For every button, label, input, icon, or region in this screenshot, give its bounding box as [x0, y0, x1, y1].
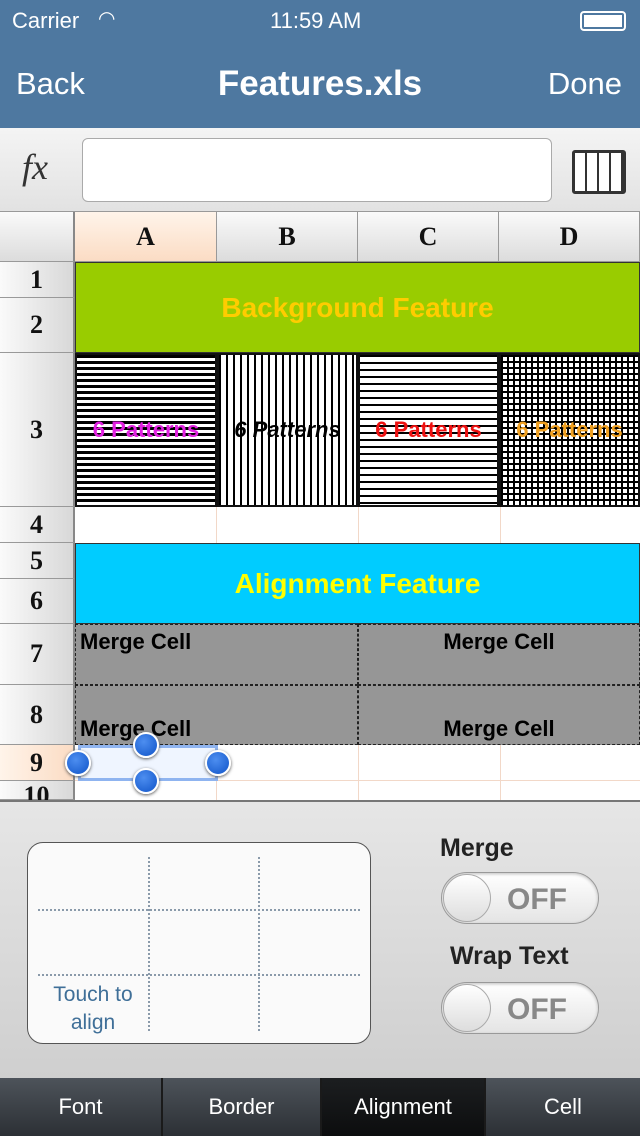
toggle-knob — [443, 874, 491, 922]
nav-bar: Back Features.xls Done — [0, 40, 640, 128]
sheet-grid-icon[interactable] — [572, 150, 626, 194]
wrap-text-toggle[interactable]: OFF — [441, 982, 599, 1034]
column-header-d[interactable]: D — [499, 212, 640, 262]
merge-toggle[interactable]: OFF — [441, 872, 599, 924]
row-header-10[interactable]: 10 — [0, 781, 75, 810]
merge-state: OFF — [507, 883, 567, 916]
tab-font[interactable]: Font — [0, 1078, 163, 1136]
grid-divider — [38, 974, 360, 976]
row-header-1[interactable]: 1 — [0, 262, 75, 298]
touch-to-align-hint: Touch to align — [53, 983, 133, 1034]
column-header-c[interactable]: C — [358, 212, 499, 262]
merge-label: Merge — [440, 834, 514, 862]
formula-bar: fx — [0, 128, 640, 212]
merge-cell-bottom-left[interactable]: Merge Cell — [75, 685, 358, 745]
column-header-a[interactable]: A — [75, 212, 217, 262]
merge-cell-bottom-center[interactable]: Merge Cell — [358, 685, 640, 745]
formula-input[interactable] — [82, 138, 552, 202]
cell-pattern-d3[interactable]: 6 Patterns — [499, 353, 640, 507]
back-button[interactable]: Back — [16, 66, 85, 101]
wrap-text-label: Wrap Text — [450, 942, 569, 970]
cell-pattern-b3[interactable]: 6 Patterns — [217, 353, 358, 507]
selection-handle-left[interactable] — [65, 750, 91, 776]
selection-handle-top[interactable] — [133, 732, 159, 758]
wifi-icon: ◠ — [98, 8, 116, 30]
row-header-7[interactable]: 7 — [0, 624, 75, 685]
cell-pattern-c3[interactable]: 6 Patterns — [358, 353, 499, 507]
grid-divider — [258, 857, 260, 1031]
page-title: Features.xls — [217, 64, 423, 103]
corner-header[interactable] — [0, 212, 75, 262]
fx-icon: fx — [22, 147, 48, 187]
cell-background-feature[interactable]: Background Feature — [75, 262, 640, 353]
rows-9-10-cells[interactable] — [75, 745, 640, 800]
tab-border[interactable]: Border — [163, 1078, 322, 1136]
wrap-text-state: OFF — [507, 993, 567, 1026]
row-header-6[interactable]: 6 — [0, 579, 75, 624]
clock: 11:59 AM — [270, 8, 362, 33]
row-4-cells[interactable] — [75, 507, 640, 543]
selection-handle-bottom[interactable] — [133, 768, 159, 794]
carrier: Carrier — [12, 8, 80, 33]
status-bar: Carrier ◠ 11:59 AM — [0, 0, 640, 40]
cell-alignment-feature[interactable]: Alignment Feature — [75, 543, 640, 624]
merge-cell-top-left[interactable]: Merge Cell — [75, 624, 358, 685]
row-header-2[interactable]: 2 — [0, 298, 75, 353]
tab-alignment[interactable]: Alignment — [322, 1078, 486, 1136]
row-header-3[interactable]: 3 — [0, 353, 75, 507]
merge-cell-top-center[interactable]: Merge Cell — [358, 624, 640, 685]
tab-cell[interactable]: Cell — [486, 1078, 640, 1136]
row-header-8[interactable]: 8 — [0, 685, 75, 745]
done-button[interactable]: Done — [547, 66, 622, 101]
row-header-9[interactable]: 9 — [0, 745, 75, 781]
column-header-b[interactable]: B — [217, 212, 358, 262]
alignment-grid[interactable]: Touch to align — [27, 842, 371, 1044]
row-header-4[interactable]: 4 — [0, 507, 75, 543]
toggle-knob — [443, 984, 491, 1032]
selection-handle-right[interactable] — [205, 750, 231, 776]
grid-divider — [148, 857, 150, 1031]
alignment-panel: Touch to align Merge OFF Wrap Text OFF — [0, 800, 640, 1078]
grid-divider — [38, 909, 360, 911]
cell-pattern-a3[interactable]: 6 Patterns — [75, 353, 217, 507]
row-header-5[interactable]: 5 — [0, 543, 75, 579]
battery-icon — [580, 11, 626, 31]
